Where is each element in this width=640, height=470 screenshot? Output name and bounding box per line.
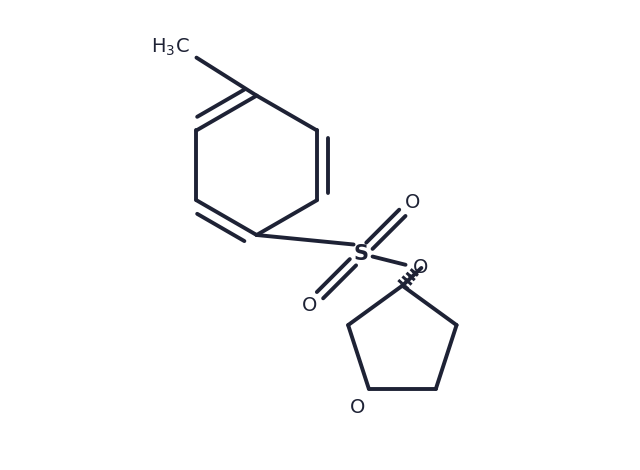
Text: O: O xyxy=(349,398,365,417)
Text: O: O xyxy=(405,193,420,212)
Text: O: O xyxy=(302,296,317,315)
Text: H$_3$C: H$_3$C xyxy=(152,36,190,57)
Text: S: S xyxy=(354,244,369,264)
Text: O: O xyxy=(413,258,428,277)
